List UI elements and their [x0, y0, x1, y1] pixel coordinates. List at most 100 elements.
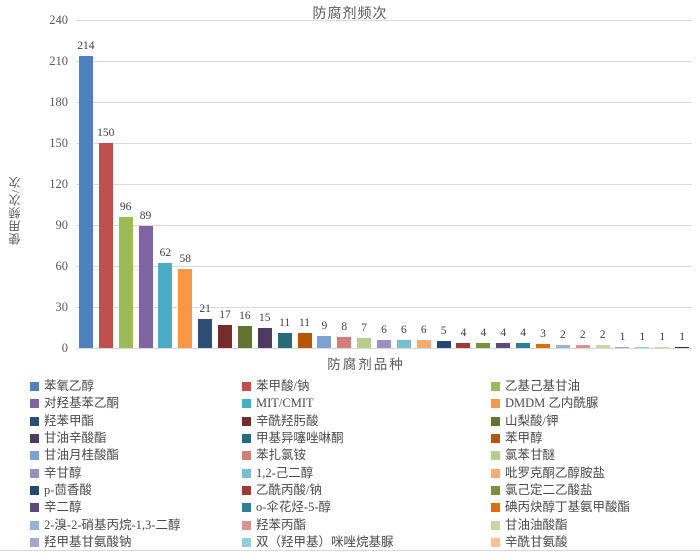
bar-双（羟甲基）咪唑烷基脲 — [635, 346, 650, 348]
legend-label: 辛甘醇 — [44, 465, 82, 480]
legend-label: 辛二醇 — [44, 500, 82, 515]
gridline-120 — [76, 184, 692, 185]
bar-value-label: 4 — [460, 326, 467, 339]
bar-value-label: 214 — [77, 39, 95, 52]
gridline-210 — [76, 61, 692, 62]
legend-label: 辛酰羟肟酸 — [256, 413, 319, 428]
legend-label: 羟苯甲酯 — [44, 413, 95, 428]
legend-item: 辛二醇 — [30, 499, 235, 516]
legend-color-marker — [242, 468, 251, 478]
bar-value-label: 1 — [619, 330, 626, 343]
y-tick-label: 240 — [49, 13, 68, 27]
bar-苯氧乙醇 — [78, 55, 93, 348]
gridline-240 — [76, 20, 692, 21]
chart-title: 防腐剂频次 — [312, 7, 388, 22]
gridline-30 — [76, 307, 692, 308]
legend-label: 山梨酸/钾 — [505, 413, 559, 428]
legend-color-marker — [242, 399, 251, 409]
bar-value-label: 2 — [579, 329, 586, 342]
legend-label: 氯苯甘醚 — [505, 448, 556, 463]
legend-column-1: 苯氧乙醇 对羟基苯乙酮 羟苯甲酯 甘油辛酸酯 甘油月桂酸酯 辛甘醇 p-茴香酸 辛二醇 2-溴-… — [30, 378, 235, 551]
legend-label: 羟苯丙酯 — [256, 517, 307, 532]
bar-辛酰羟肟酸 — [218, 324, 233, 348]
bar-辛酰甘氨酸 — [655, 346, 670, 348]
bar-苯扎氯铵 — [337, 337, 352, 348]
legend-label: DMDM 乙内酰脲 — [505, 396, 599, 411]
legend-label: 2-溴-2-硝基丙烷-1,3-二醇 — [44, 517, 181, 532]
legend-color-marker — [242, 416, 251, 426]
bar-value-label: 8 — [341, 321, 348, 334]
gridline-60 — [76, 266, 692, 267]
legend-color-marker — [242, 485, 251, 495]
bar-甘油辛酸酯 — [257, 327, 272, 348]
bar-value-label: 6 — [420, 323, 427, 336]
bar-value-label: 7 — [361, 322, 367, 335]
legend-label: 甘油月桂酸酯 — [44, 448, 120, 463]
bar-value-label: 1 — [679, 330, 685, 343]
bar-羟甲基甘氨酸钠 — [615, 346, 630, 348]
legend-color-marker — [242, 451, 251, 461]
bar-对羟基苯乙酮 — [138, 226, 153, 348]
legend-item: MIT/CMIT — [242, 395, 485, 412]
legend-color-marker — [30, 416, 39, 426]
legend-color-marker — [242, 537, 251, 547]
y-tick-label: 30 — [55, 300, 69, 314]
bar-value-label: 89 — [139, 210, 152, 223]
legend-color-marker — [30, 451, 39, 461]
legend-column-2: 苯甲酸/钠 MIT/CMIT 辛酰羟肟酸 甲基异噻唑啉酮 苯扎氯铵 1,2-己二醇 乙酰丙酸… — [242, 378, 485, 551]
legend-color-marker — [30, 485, 39, 495]
bar-1,2-己二醇 — [396, 339, 411, 348]
legend-color-marker — [491, 434, 500, 444]
y-axis-title: 使用频次/次 — [8, 175, 22, 245]
bar-value-label: 150 — [97, 127, 115, 139]
legend-item: 甘油月桂酸酯 — [30, 447, 235, 464]
legend-label: 双（羟甲基）咪唑烷基脲 — [256, 534, 394, 549]
legend-label: MIT/CMIT — [256, 396, 314, 411]
legend-color-marker — [491, 451, 500, 461]
legend-item: 乙基己基甘油 — [491, 378, 696, 395]
legend-item: 羟苯甲酯 — [30, 413, 235, 430]
legend-label: 碘丙炔醇丁基氨甲酸酯 — [505, 500, 631, 515]
bar-山梨酸/钾 — [237, 326, 252, 348]
legend-item: 辛酰羟肟酸 — [242, 413, 485, 430]
bar-value-label: 6 — [400, 323, 407, 336]
legend-color-marker — [30, 503, 39, 513]
y-tick-label: 210 — [49, 54, 68, 68]
legend-item: 1,2-己二醇 — [242, 464, 485, 481]
bar-value-label: 6 — [381, 323, 387, 336]
legend-item: 对羟基苯乙酮 — [30, 395, 235, 412]
bar-value-label: 1 — [659, 330, 666, 343]
bar-MIT/CMIT — [158, 263, 173, 348]
legend-color-marker — [30, 434, 39, 444]
y-tick-label: 60 — [55, 259, 69, 273]
legend-item: 羟苯丙酯 — [242, 516, 485, 533]
legend-item: 碘丙炔醇丁基氨甲酸酯 — [491, 499, 696, 516]
legend-item: 乙酰丙酸/钠 — [242, 482, 485, 499]
bar-value-label: 4 — [500, 326, 507, 339]
legend-color-marker — [491, 485, 500, 495]
legend-color-marker — [30, 520, 39, 530]
bar-o-伞花烃-5-醇 — [516, 342, 531, 348]
gridline-150 — [76, 143, 692, 144]
bar-value-label: 16 — [239, 310, 251, 323]
legend-color-marker — [491, 399, 500, 409]
legend-item: 2-溴-2-硝基丙烷-1,3-二醇 — [30, 516, 235, 533]
legend-color-marker — [242, 520, 251, 530]
y-tick-label: 0 — [61, 341, 68, 355]
legend-color-marker — [30, 399, 39, 409]
legend-label: p-茴香酸 — [44, 482, 92, 497]
gridline-180 — [76, 102, 692, 103]
legend-label: 1,2-己二醇 — [256, 465, 314, 480]
legend-label: 乙基己基甘油 — [505, 379, 581, 394]
bar-value-label: 96 — [119, 200, 132, 213]
bar-2-溴-2-硝基丙烷-1,3-二醇 — [555, 345, 570, 348]
legend-label: 辛酰甘氨酸 — [505, 534, 568, 549]
legend-color-marker — [242, 434, 251, 444]
gridline-90 — [76, 225, 692, 226]
bar-value-label: 17 — [219, 308, 231, 321]
x-axis-title: 防腐剂品种 — [327, 357, 405, 372]
bar-苯甲酸/钠 — [98, 143, 113, 348]
bar-辛甘醇 — [377, 339, 391, 348]
legend-color-marker — [491, 537, 500, 547]
